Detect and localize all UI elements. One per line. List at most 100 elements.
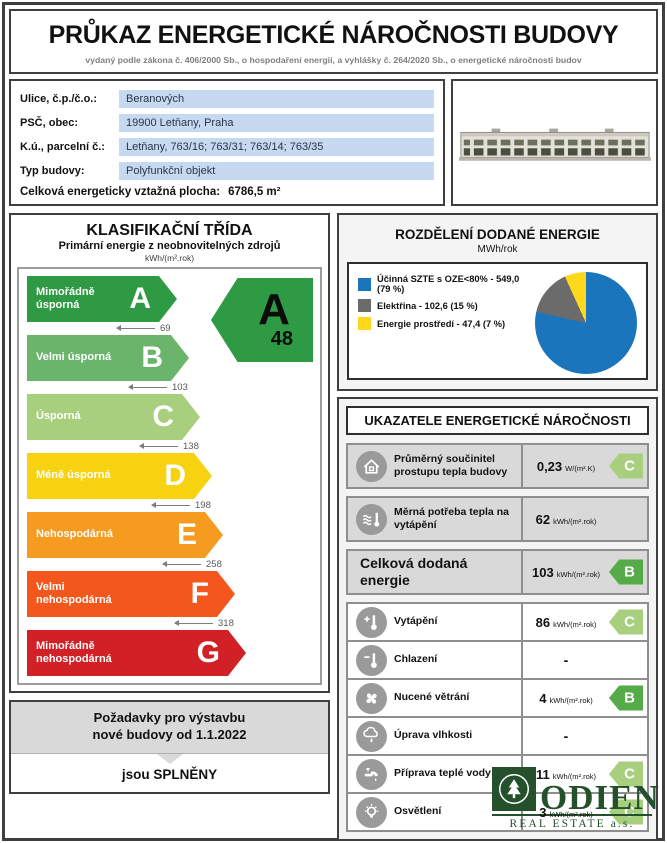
- left-arrow-icon: [116, 325, 155, 332]
- indicator-label: Průměrný součinitel prostupu tepla budov…: [394, 452, 508, 478]
- scale-marker: 138: [139, 440, 320, 453]
- indicator-label: Celková dodaná energie: [360, 554, 468, 589]
- scale-marker: 198: [151, 499, 320, 512]
- scale-marker: 69: [116, 322, 320, 335]
- left-column: KLASIFIKAČNÍ TŘÍDA Primární energie z ne…: [9, 213, 330, 794]
- field-value: 19900 Letňany, Praha: [119, 114, 434, 132]
- cooling-icon: [355, 644, 387, 676]
- indicator-value: -: [563, 652, 569, 668]
- indicator-unit: kWh/(m².rok): [549, 809, 593, 819]
- distribution-unit: MWh/rok: [477, 244, 518, 255]
- energy-distribution-panel: ROZDĚLENÍ DODANÉ ENERGIE MWh/rok Účinná …: [337, 213, 658, 391]
- header: PRŮKAZ ENERGETICKÉ NÁROČNOSTI BUDOVY vyd…: [9, 9, 658, 74]
- indicator-row: Měrná potřeba tepla na vytápění 62 kWh/(m²…: [346, 496, 649, 542]
- field-value: Letňany, 763/16; 763/31; 763/14; 763/35: [119, 138, 434, 156]
- grade-badge-c: C: [609, 609, 643, 635]
- area-line: Celková energeticky vztažná plocha: 6786…: [20, 186, 434, 198]
- left-arrow-icon: [139, 443, 178, 450]
- legend-label: Energie prostředí - 47,4 (7 %): [377, 318, 506, 329]
- distribution-chart-box: Účinná SZTE s OZE<80% - 549,0 (79 %) Elek…: [347, 262, 648, 380]
- class-band-d: Méně úsporná D: [27, 453, 212, 499]
- building-info-row: K.ú., parcelní č.: Letňany, 763/16; 763/3…: [20, 138, 434, 156]
- class-band-e: Nehospodárná E: [27, 512, 223, 558]
- building-info-row: PSČ, obec: 19900 Letňany, Praha: [20, 114, 434, 132]
- indicator-unit: kWh/(m².rok): [553, 619, 597, 629]
- watermark-subtext: REAL ESTATE a.s.: [492, 814, 652, 830]
- indicator-value-cell: 103 kWh/(m².rok) B: [521, 551, 647, 593]
- rating-value: 48: [270, 327, 293, 350]
- indicator-unit: W/(m².K): [565, 463, 596, 473]
- indicator-value-group: 103 kWh/(m².rok): [532, 565, 600, 580]
- class-band-letter: B: [141, 341, 163, 374]
- indicator-value-cell: 11 kWh/(m².rok) C: [521, 756, 647, 792]
- class-band-letter: D: [164, 459, 186, 492]
- class-band-letter: E: [176, 518, 197, 551]
- page-title: PRŮKAZ ENERGETICKÉ NÁROČNOSTI BUDOVY: [48, 21, 619, 49]
- indicator-value-cell: 3 kWh/(m².rok) C: [521, 794, 647, 830]
- scale-marker: 258: [162, 558, 320, 571]
- legend-item: Elektřina - 102,6 (15 %): [358, 299, 535, 312]
- humidity-icon: [355, 720, 387, 752]
- left-arrow-icon: [174, 620, 213, 627]
- requirements-line2: nové budovy od 1.1.2022: [92, 726, 247, 742]
- fan-icon: [355, 682, 387, 714]
- requirements-line1: Požadavky pro výstavbu: [93, 710, 246, 725]
- field-label: K.ú., parcelní č.:: [20, 141, 105, 153]
- indicator-unit: kWh/(m².rok): [553, 516, 597, 526]
- indicator-unit: kWh/(m².rok): [552, 771, 597, 781]
- class-band-label: Mimořádně úsporná: [36, 285, 95, 311]
- field-value: Beranových: [119, 90, 434, 108]
- class-band-letter: G: [196, 636, 220, 669]
- page-subtitle: vydaný podle zákona č. 406/2000 Sb., o h…: [85, 55, 582, 65]
- classification-title: KLASIFIKAČNÍ TŘÍDA: [86, 222, 253, 239]
- building-info-row: Ulice, č.p./č.o.: Beranových: [20, 90, 434, 108]
- building-photo: [458, 128, 651, 161]
- indicator-row: Úprava vlhkosti -: [348, 716, 647, 754]
- indicator-value-group: 3 kWh/(m².rok): [539, 805, 593, 820]
- scale-marker: 103: [128, 381, 320, 394]
- scale-value: 318: [218, 618, 234, 629]
- right-column: ROZDĚLENÍ DODANÉ ENERGIE MWh/rok Účinná …: [337, 213, 658, 841]
- lighting-icon: [355, 796, 387, 828]
- heating-icon: [355, 606, 387, 638]
- legend-item: Energie prostředí - 47,4 (7 %): [358, 317, 535, 330]
- field-value: Polyfunkční objekt: [119, 162, 434, 180]
- hot-water-icon: [355, 758, 387, 790]
- pie-chart: [535, 272, 637, 374]
- indicator-value-group: 0,23 W/(m².K): [537, 459, 595, 474]
- indicators-title: UKAZATELE ENERGETICKÉ NÁROČNOSTI: [346, 406, 649, 435]
- requirements-result: jsou SPLNĚNY: [121, 766, 218, 782]
- indicator-value-cell: -: [521, 718, 647, 754]
- field-label: PSČ, obec:: [20, 117, 79, 129]
- class-band-a: Mimořádně úsporná A: [27, 276, 177, 322]
- scale-value: 103: [172, 382, 188, 393]
- indicator-value-cell: 4 kWh/(m².rok) B: [521, 680, 647, 716]
- watermark-name: ODIEN: [540, 777, 660, 817]
- scale-value: 198: [195, 500, 211, 511]
- legend-label: Účinná SZTE s OZE<80% - 549,0 (79 %): [377, 274, 520, 294]
- building-photo-box: [451, 79, 658, 206]
- indicator-icon-cell: [348, 796, 394, 828]
- indicator-value: 0,23: [536, 458, 563, 474]
- info-section: Ulice, č.p./č.o.: Beranových PSČ, obec: 199…: [9, 79, 658, 206]
- class-band-letter: F: [190, 577, 209, 610]
- indicator-value-group: 11 kWh/(m².rok): [536, 767, 596, 782]
- class-band-label: Velmi nehospodárná: [36, 580, 112, 606]
- classification-subtitle: Primární energie z neobnovitelných zdroj…: [58, 240, 281, 252]
- indicator-row: Nucené větrání 4 kWh/(m².rok) B: [348, 678, 647, 716]
- indicator-value-cell: 62 kWh/(m².rok): [521, 498, 647, 540]
- building-info-row: Typ budovy: Polyfunkční objekt: [20, 162, 434, 180]
- indicator-label: Chlazení: [394, 653, 438, 666]
- legend-item: Účinná SZTE s OZE<80% - 549,0 (79 %): [358, 274, 535, 294]
- indicator-label: Měrná potřeba tepla na vytápění: [394, 505, 509, 531]
- classification-panel: KLASIFIKAČNÍ TŘÍDA Primární energie z ne…: [9, 213, 330, 693]
- indicator-icon-cell: [348, 450, 394, 482]
- rating-letter: A: [258, 285, 290, 335]
- indicator-rows: Průměrný součinitel prostupu tepla budov…: [346, 443, 649, 832]
- house-icon: [355, 450, 387, 482]
- requirements-panel: Požadavky pro výstavbu nové budovy od 1.…: [9, 700, 330, 794]
- class-band-letter: A: [129, 282, 151, 315]
- indicator-icon-cell: [348, 758, 394, 790]
- indicator-icon-cell: [348, 644, 394, 676]
